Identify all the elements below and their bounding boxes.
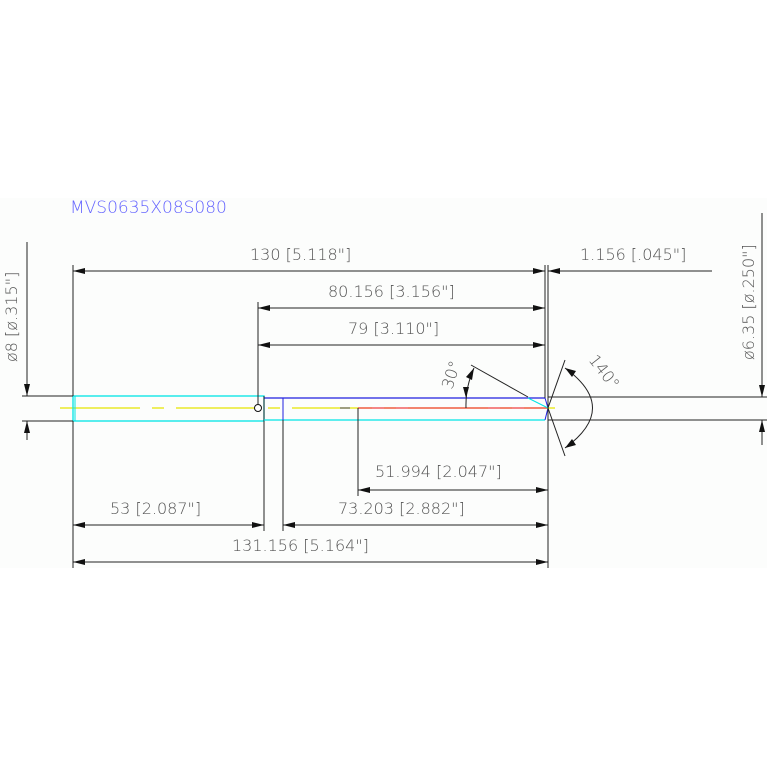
dim-flute-to-tip: 80.156 [3.156"] (328, 282, 455, 301)
arrow (258, 305, 270, 311)
arrow (252, 522, 264, 528)
dim-shank-length: 53 [2.087"] (110, 499, 201, 518)
tool-body (22, 395, 767, 422)
arrow (283, 522, 295, 528)
arrow (565, 368, 576, 377)
arrow (536, 522, 548, 528)
tip-edge (527, 397, 549, 409)
dimensions: 130 [5.118"] 1.156 [.045"] 80.156 [3.156… (2, 213, 765, 568)
dim-cutting-diameter: ø6.35 [ø.250"] (739, 244, 758, 360)
arrow (24, 421, 30, 433)
point-line (547, 359, 566, 409)
dim-red-section: 51.994 [2.047"] (375, 462, 502, 481)
arrow (759, 385, 765, 397)
arrow (759, 420, 765, 432)
arrow (536, 487, 548, 493)
part-number: MVS0635X08S080 (70, 198, 227, 218)
point-arc (564, 367, 593, 449)
point-line (547, 407, 566, 457)
dim-tip-offset: 1.156 [.045"] (580, 245, 686, 264)
arrow (358, 487, 370, 493)
arrow (466, 368, 474, 380)
flute-start-point (254, 404, 262, 412)
arrow (536, 559, 548, 565)
arrow (24, 384, 30, 396)
arrow (258, 342, 270, 348)
helix-line (470, 364, 529, 398)
dim-shank-diameter: ø8 [ø.315"] (2, 272, 21, 362)
arrow (533, 268, 545, 274)
arrow (533, 305, 545, 311)
dim-total-length: 131.156 [5.164"] (232, 536, 369, 555)
arrow (463, 387, 469, 398)
arrow (73, 268, 85, 274)
arrow (533, 342, 545, 348)
dim-body-length: 73.203 [2.882"] (338, 499, 465, 518)
arrow (73, 559, 85, 565)
arrow (548, 268, 560, 274)
dim-flute-length: 79 [3.110"] (348, 319, 439, 338)
drawing-area (0, 198, 767, 568)
arrow (565, 439, 576, 448)
arrow (73, 522, 85, 528)
dim-overall-length: 130 [5.118"] (250, 245, 351, 264)
